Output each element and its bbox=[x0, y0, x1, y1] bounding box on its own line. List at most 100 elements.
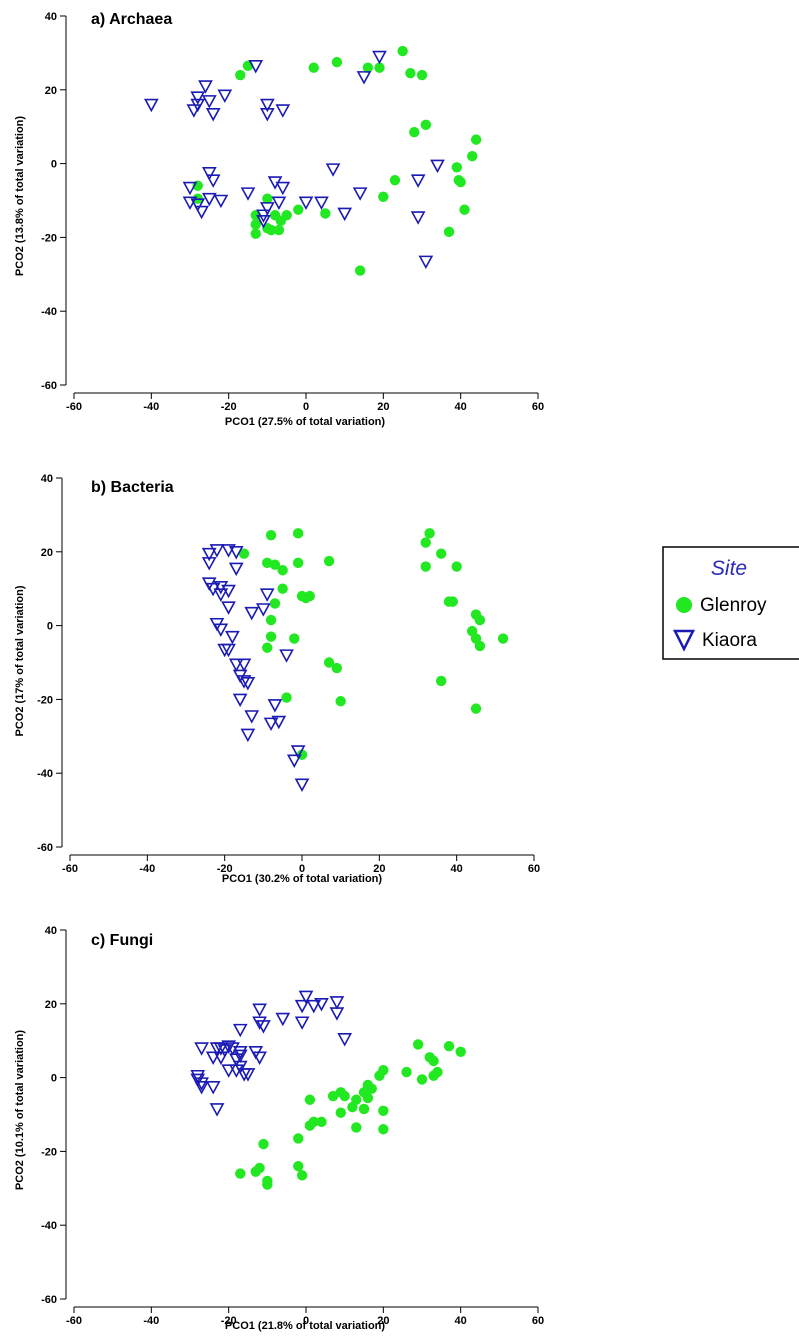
kiaora-point bbox=[286, 754, 302, 768]
kiaora-point bbox=[213, 194, 229, 209]
kiaora-point bbox=[201, 95, 217, 109]
glenroy-point bbox=[451, 162, 462, 173]
glenroy-point bbox=[378, 191, 389, 203]
x-tick-label: -60 bbox=[66, 401, 82, 413]
x-axis-title: PCO1 (30.2% of total variation) bbox=[222, 873, 382, 885]
kiaora-point bbox=[248, 60, 264, 74]
glenroy-point bbox=[323, 657, 335, 668]
glenroy-point bbox=[262, 222, 273, 234]
glenroy-point bbox=[250, 228, 261, 239]
kiaora-point bbox=[244, 710, 260, 724]
glenroy-point bbox=[401, 1066, 412, 1078]
kiaora-point bbox=[255, 603, 271, 617]
glenroy-point bbox=[327, 1090, 339, 1102]
glenroy-point bbox=[262, 642, 273, 653]
glenroy-point bbox=[281, 692, 292, 703]
glenroy-point bbox=[409, 127, 420, 138]
kiaora-point bbox=[352, 187, 368, 201]
y-tick-label: -40 bbox=[37, 768, 53, 780]
kiaora-point bbox=[294, 778, 310, 792]
kiaora-point bbox=[182, 181, 198, 196]
kiaora-point bbox=[430, 159, 445, 174]
kiaora-point bbox=[275, 1012, 291, 1027]
glenroy-point bbox=[378, 1124, 389, 1135]
glenroy-point bbox=[362, 62, 374, 73]
kiaora-point bbox=[190, 1073, 206, 1088]
glenroy-point bbox=[467, 151, 478, 162]
y-tick-label: 0 bbox=[51, 1073, 57, 1085]
kiaora-point bbox=[256, 1020, 271, 1034]
y-tick-label: 40 bbox=[41, 473, 53, 485]
legend-label-kiaora: Kiaora bbox=[702, 630, 757, 651]
glenroy-point bbox=[320, 208, 331, 219]
glenroy-point bbox=[374, 1070, 385, 1081]
kiaora-point bbox=[418, 255, 434, 270]
y-axis-title: PCO2 (10.1% of total variation) bbox=[14, 1030, 26, 1190]
glenroy-point bbox=[424, 528, 435, 539]
glenroy-point bbox=[455, 176, 466, 188]
kiaora-point bbox=[259, 588, 275, 602]
x-tick-label: -40 bbox=[143, 1315, 159, 1327]
panel-title: b) Bacteria bbox=[91, 479, 174, 496]
kiaora-point bbox=[205, 1081, 221, 1095]
x-tick-label: 20 bbox=[377, 401, 389, 413]
y-tick-label: -60 bbox=[37, 842, 53, 854]
kiaora-point bbox=[143, 98, 159, 113]
kiaora-point bbox=[329, 996, 345, 1010]
y-axis-title: PCO2 (17% of total variation) bbox=[14, 585, 26, 736]
glenroy-point bbox=[269, 598, 281, 609]
glenroy-point bbox=[436, 548, 447, 559]
kiaora-point bbox=[314, 998, 329, 1012]
glenroy-point bbox=[265, 614, 277, 626]
glenroy-point bbox=[397, 45, 408, 57]
legend-title: Site bbox=[711, 557, 747, 580]
kiaora-point bbox=[201, 167, 217, 181]
glenroy-point bbox=[405, 67, 416, 79]
y-tick-label: 0 bbox=[47, 621, 53, 633]
y-tick-label: 40 bbox=[45, 925, 57, 937]
glenroy-point bbox=[292, 557, 304, 569]
glenroy-point bbox=[254, 1162, 265, 1174]
kiaora-point bbox=[263, 717, 279, 732]
kiaora-point bbox=[228, 562, 244, 577]
kiaora-point bbox=[232, 1060, 248, 1075]
kiaora-point bbox=[201, 557, 217, 571]
y-tick-label: -20 bbox=[37, 694, 53, 706]
glenroy-point bbox=[443, 1041, 455, 1052]
kiaora-point bbox=[225, 630, 240, 645]
glenroy-point bbox=[459, 204, 470, 215]
kiaora-point bbox=[290, 745, 306, 759]
kiaora-point bbox=[306, 999, 322, 1014]
kiaora-point bbox=[236, 675, 252, 689]
glenroy-point bbox=[293, 204, 304, 215]
kiaora-point bbox=[194, 1081, 209, 1095]
kiaora-point bbox=[329, 1007, 345, 1021]
glenroy-point bbox=[474, 614, 486, 626]
legend-label-glenroy: Glenroy bbox=[700, 595, 767, 616]
glenroy-point bbox=[447, 596, 458, 607]
glenroy-point bbox=[428, 1070, 439, 1081]
y-tick-label: -20 bbox=[41, 232, 57, 244]
glenroy-point bbox=[374, 62, 385, 73]
x-tick-label: 0 bbox=[299, 863, 305, 875]
kiaora-point bbox=[244, 606, 260, 621]
glenroy-point bbox=[428, 1055, 439, 1067]
kiaora-point bbox=[213, 623, 229, 637]
kiaora-point bbox=[314, 196, 329, 211]
y-tick-label: -40 bbox=[41, 1220, 57, 1232]
kiaora-point bbox=[232, 1049, 248, 1064]
glenroy-point bbox=[335, 1107, 346, 1118]
kiaora-point bbox=[275, 104, 291, 118]
glenroy-point bbox=[304, 1094, 316, 1105]
y-tick-label: 40 bbox=[45, 11, 57, 23]
kiaora-point bbox=[240, 1068, 256, 1082]
y-tick-label: 20 bbox=[45, 85, 57, 97]
y-tick-label: 20 bbox=[45, 999, 57, 1011]
glenroy-point bbox=[497, 633, 509, 644]
kiaora-point bbox=[213, 1051, 229, 1065]
glenroy-point bbox=[470, 703, 482, 714]
glenroy-point bbox=[389, 175, 401, 186]
kiaora-point bbox=[271, 715, 287, 730]
glenroy-marker-icon bbox=[676, 597, 692, 613]
glenroy-point bbox=[265, 529, 277, 541]
